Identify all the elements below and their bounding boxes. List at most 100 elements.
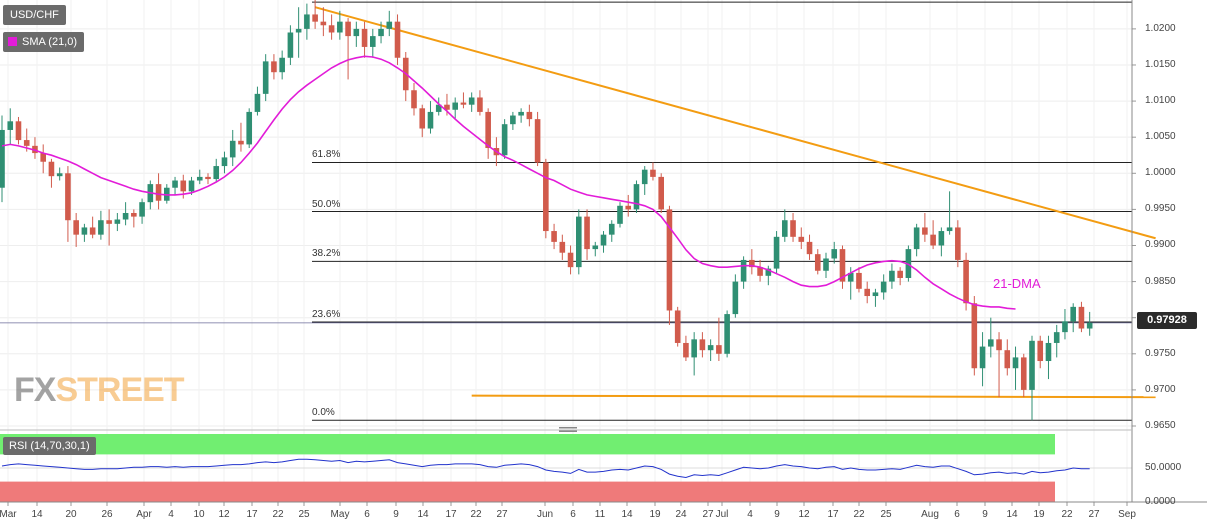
candle-body: [798, 236, 805, 242]
candle: [287, 25, 294, 65]
candle: [48, 158, 55, 188]
sma-indicator-label: SMA (21,0): [22, 36, 78, 48]
candle: [576, 209, 582, 275]
x-tick-label: 4: [747, 509, 753, 520]
candle: [419, 104, 426, 138]
candle-body: [419, 108, 426, 129]
candle: [806, 234, 813, 260]
candle: [73, 213, 79, 247]
candle: [378, 21, 384, 44]
candle-body: [155, 184, 162, 201]
candle: [1029, 335, 1035, 421]
candle: [716, 317, 722, 362]
x-tick-label: 9: [982, 509, 988, 520]
candle: [246, 108, 252, 149]
candle: [452, 97, 458, 120]
candle: [584, 209, 590, 260]
candle-body: [139, 202, 145, 217]
candle: [114, 213, 121, 232]
candle: [40, 144, 46, 174]
y-tick-label: 0.9950: [1145, 203, 1176, 215]
candle-body: [394, 21, 401, 58]
candle: [460, 92, 467, 109]
candle-body: [1045, 342, 1052, 362]
x-tick-label: 10: [193, 509, 205, 520]
candle-body: [782, 220, 788, 237]
candle-body: [922, 227, 928, 235]
candle: [254, 86, 261, 116]
candle-body: [880, 281, 887, 293]
candle-body: [979, 346, 986, 369]
candle-body: [262, 61, 269, 94]
candle: [782, 209, 788, 242]
candle-body: [600, 234, 607, 246]
candle: [279, 50, 285, 80]
candle: [831, 241, 838, 264]
candle-body: [955, 227, 961, 260]
candle-body: [229, 140, 236, 158]
x-tick-label: 24: [675, 509, 687, 520]
candle-body: [188, 180, 195, 192]
candle-body: [378, 28, 384, 37]
candle-body: [353, 28, 360, 37]
candle-body: [361, 28, 368, 47]
candle: [155, 173, 162, 210]
candle: [633, 180, 640, 213]
symbol-tag[interactable]: USD/CHF: [3, 5, 66, 25]
candle-body: [765, 268, 772, 276]
candle: [1053, 324, 1060, 358]
candle-body: [1012, 357, 1019, 369]
candle: [221, 151, 228, 174]
candle: [320, 7, 327, 37]
candle-body: [938, 231, 945, 246]
candle: [164, 184, 170, 204]
sma-color-swatch: [8, 37, 17, 46]
candle: [946, 191, 953, 235]
sma-indicator-tag[interactable]: SMA (21,0): [3, 32, 85, 52]
candle-body: [946, 227, 953, 232]
candle-body: [856, 272, 862, 289]
candle-body: [370, 36, 376, 47]
rsi-overbought-zone: [0, 434, 1055, 455]
candle-body: [889, 270, 895, 282]
candle-body: [551, 231, 557, 242]
y-tick-label: 1.0200: [1145, 22, 1176, 34]
candle-body: [1062, 321, 1068, 333]
candle: [724, 310, 730, 358]
candle: [295, 7, 302, 58]
current-price-badge: 0.97928: [1137, 312, 1197, 329]
candle: [411, 83, 417, 116]
candle: [1012, 346, 1019, 390]
candle-body: [23, 140, 30, 146]
candle: [839, 245, 846, 289]
candle-body: [641, 169, 648, 185]
candle-body: [73, 220, 79, 235]
candle-body: [510, 115, 516, 125]
candle: [913, 223, 920, 257]
candle: [996, 332, 1002, 398]
candle-body: [823, 258, 829, 271]
rsi-indicator-tag[interactable]: RSI (14,70,30,1): [3, 437, 96, 455]
candle: [889, 263, 895, 289]
candle-body: [304, 14, 310, 29]
candle-body: [913, 227, 920, 250]
candle-body: [872, 292, 879, 297]
candle: [856, 267, 862, 293]
candle: [172, 176, 178, 195]
candle: [674, 306, 681, 347]
candle-body: [386, 21, 393, 29]
candle: [501, 119, 508, 159]
candle-body: [757, 267, 763, 276]
candle-body: [81, 227, 88, 235]
x-tick-label: 22: [853, 509, 865, 520]
candle: [897, 267, 903, 286]
candle-body: [1020, 357, 1027, 390]
fib-level-label: 23.6%: [312, 309, 341, 321]
candle-body: [526, 111, 533, 120]
candle: [979, 332, 986, 387]
x-tick-label: 6: [954, 509, 960, 520]
candle-body: [1070, 306, 1076, 322]
candle-body: [320, 21, 327, 26]
dma-annotation: 21-DMA: [993, 276, 1041, 291]
candle: [65, 166, 71, 242]
